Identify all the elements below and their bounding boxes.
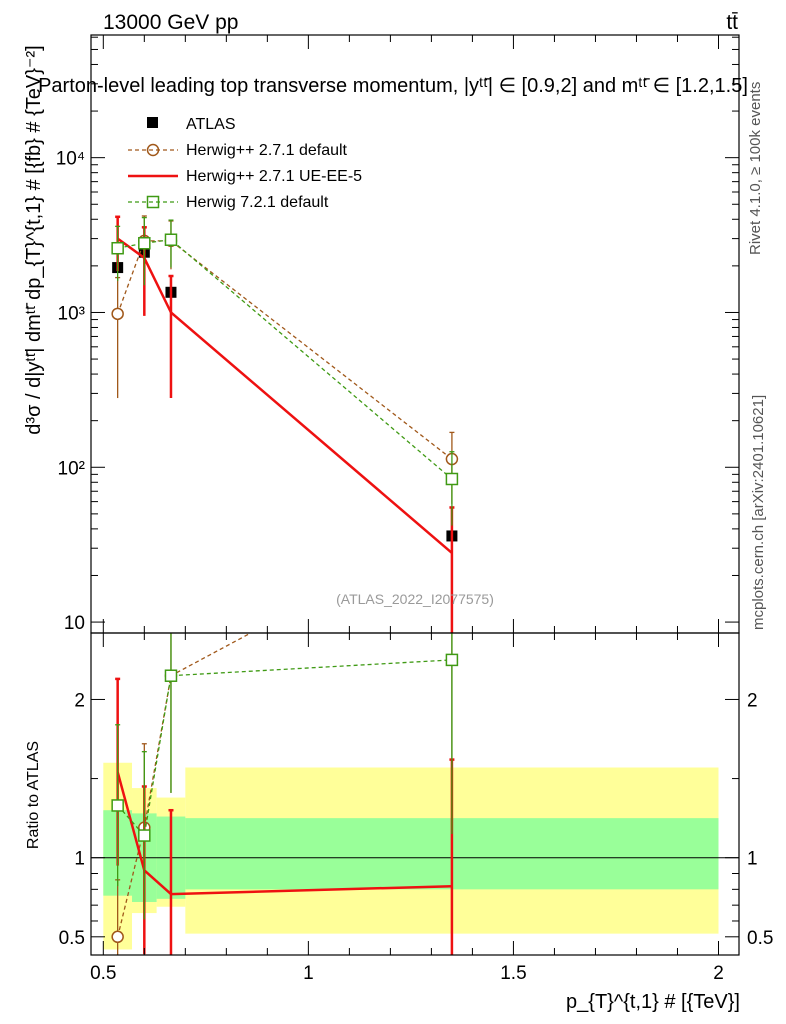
main-panel: (ATLAS_2022_I2077575) 10 10² 10³ 10⁴ d³σ / … (23, 34, 740, 634)
ratio-herwig-2-7-1-default-line (117, 633, 253, 937)
ratio-frame (90, 632, 740, 956)
ratio-y-axis-label: Ratio to ATLAS (25, 741, 42, 849)
ratio-y-tick-label: 1 (74, 849, 85, 870)
analysis-watermark: (ATLAS_2022_I2077575) (336, 591, 494, 607)
ratio-herwig-7-2-1-default-line (117, 659, 452, 837)
main-herwig-2-7-1-default-line (117, 240, 453, 460)
main-herwig-7-2-1-default-point (445, 472, 459, 486)
main-y-tick-label: 10⁴ (56, 149, 85, 170)
ratio-y-tick-label-right: 2 (747, 690, 758, 711)
legend-herwigpp-default-label: Herwig++ 2.7.1 default (186, 142, 348, 159)
ratio-herwig-7-2-1-default-point (111, 799, 124, 812)
main-y-tick-label: 10³ (58, 303, 85, 324)
ratio-data-layer (111, 633, 459, 955)
x-tick-label: 0.5 (90, 963, 116, 984)
main-herwig-7-2-1-default-point (111, 241, 124, 255)
ratio-y-tick-label-right: 1 (747, 849, 758, 870)
ratio-y-tick-label: 2 (74, 690, 85, 711)
x-axis-label: p_{T}^{t,1} # [{TeV}] (566, 991, 740, 1013)
ratio-y-tick-label: 0.5 (59, 928, 85, 949)
ratio-herwig-2-7-1-ue-ee-5-line (116, 771, 452, 896)
energy-label: 13000 GeV pp (103, 11, 238, 34)
main-herwig-7-2-1-default-point (138, 236, 151, 250)
main-herwig-7-2-1-default-line (117, 239, 453, 480)
main-y-tick-label: 10 (64, 613, 85, 634)
ratio-herwig-7-2-1-default-point (445, 653, 459, 667)
main-herwig-2-7-1-ue-ee-5-line (116, 237, 453, 554)
ratio-axes: 0.5 0.51 12 20.5 1 1.5 2 (59, 633, 773, 984)
legend-herwigpp-ueee5-label: Herwig++ 2.7.1 UE-EE-5 (186, 168, 362, 185)
plot-title: Parton-level leading top transverse mome… (38, 75, 748, 97)
process-label: tt̄ (726, 11, 738, 34)
legend: ATLAS Herwig++ 2.7.1 default Herwig++ 2.… (128, 116, 362, 211)
main-herwig-2-7-1-default-point (111, 307, 124, 321)
main-y-tick-label: 10² (58, 458, 85, 479)
x-tick-label: 2 (713, 963, 724, 984)
legend-herwig72-label: Herwig 7.2.1 default (186, 194, 329, 211)
mcplots-label: mcplots.cern.ch [arXiv:2401.10621] (750, 395, 767, 630)
main-axes: 10 10² 10³ 10⁴ (56, 35, 739, 634)
ratio-herwig-7-2-1-default-point (164, 669, 178, 682)
ratio-herwig-7-2-1-default-point (138, 829, 151, 842)
rivet-label: Rivet 4.1.0, ≥ 100k events (747, 82, 764, 255)
legend-herwig72-marker (146, 195, 160, 209)
ratio-bands (91, 762, 739, 950)
ratio-panel: 0.5 0.51 12 20.5 1 1.5 2 Ratio to ATLAS p_{T}^… (25, 632, 773, 1013)
ratio-y-tick-label-right: 0.5 (747, 928, 773, 949)
x-tick-label: 1 (303, 963, 314, 984)
main-herwig-7-2-1-default-point (164, 233, 178, 246)
legend-atlas-marker (147, 117, 158, 128)
ratio-herwig-2-7-1-default-point (111, 930, 124, 944)
x-tick-label: 1.5 (500, 963, 526, 984)
main-y-axis-label: d³σ / d|yᵗᵗ̄| dmᵗᵗ̄ dp_{T}^{t,1} # [{fb}… (23, 45, 45, 434)
legend-atlas-label: ATLAS (186, 116, 236, 133)
legend-herwigpp-default-marker (146, 143, 160, 157)
main-data-layer (111, 215, 459, 633)
